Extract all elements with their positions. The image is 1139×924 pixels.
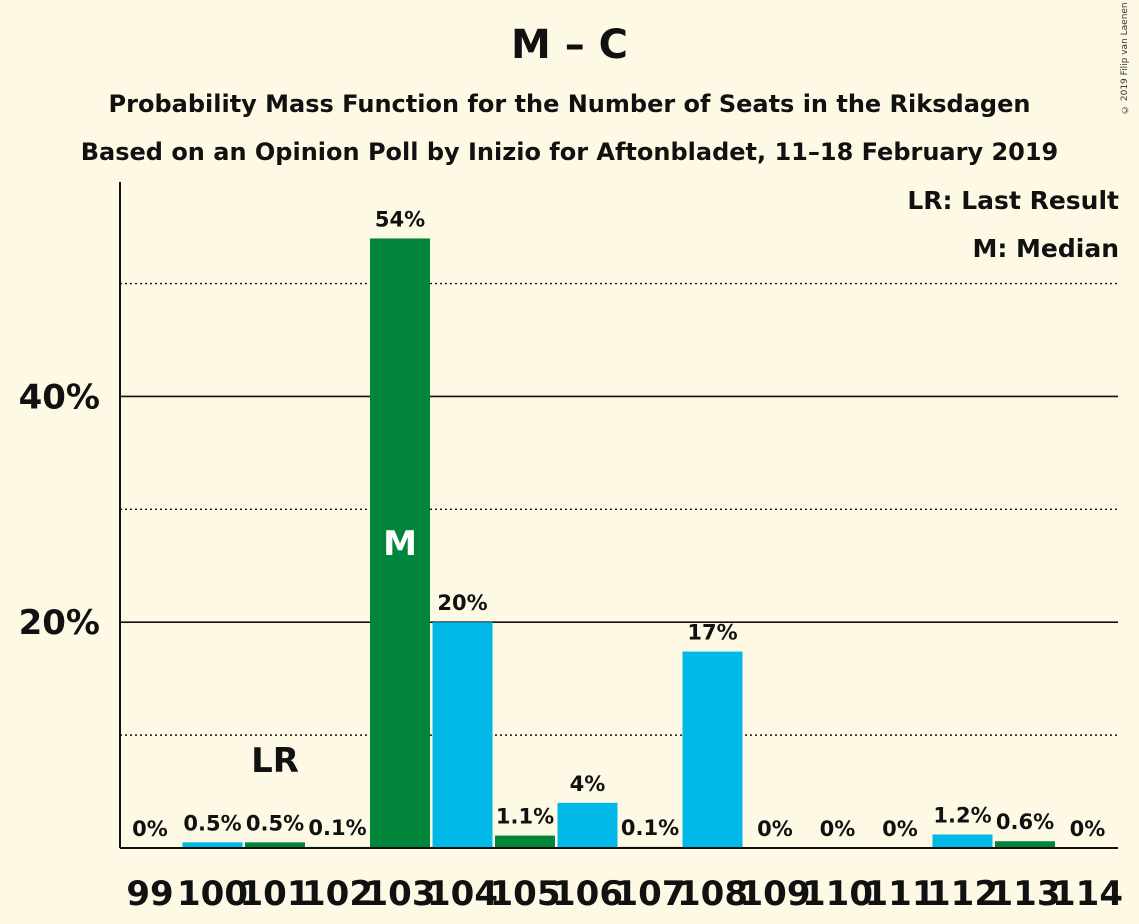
x-tick-label: 106 — [552, 874, 623, 914]
bar-105 — [495, 835, 555, 848]
bars — [182, 238, 1055, 848]
bar-113 — [995, 841, 1055, 848]
value-label-107: 0.1% — [621, 816, 679, 840]
last-result-marker: LR — [251, 741, 299, 781]
value-label-111: 0% — [882, 817, 918, 841]
x-tick-label: 99 — [126, 874, 173, 914]
value-label-100: 0.5% — [183, 811, 241, 835]
gridline-mask — [370, 394, 430, 399]
bar-106 — [557, 802, 618, 848]
value-label-112: 1.2% — [933, 803, 991, 827]
value-label-105: 1.1% — [496, 805, 554, 829]
chart-source-subtitle: Based on an Opinion Poll by Inizio for A… — [80, 138, 1059, 166]
x-tick-label: 109 — [740, 874, 811, 914]
bar-112 — [932, 834, 993, 848]
x-tick-label: 114 — [1052, 874, 1123, 914]
value-label-109: 0% — [757, 817, 793, 841]
value-label-106: 4% — [570, 772, 606, 796]
gridline-mask — [370, 281, 430, 286]
median-marker: M — [383, 524, 417, 564]
grid-lines — [120, 282, 1118, 736]
x-tick-label: 107 — [615, 874, 686, 914]
x-tick-label: 100 — [177, 874, 248, 914]
value-label-101: 0.5% — [246, 811, 304, 835]
x-tick-label: 102 — [302, 874, 373, 914]
value-label-114: 0% — [1070, 817, 1106, 841]
x-tick-label: 108 — [677, 874, 748, 914]
value-label-103: 54% — [375, 207, 425, 231]
axes: 20%40%99 10010110210310410510610710810911… — [19, 182, 1123, 914]
bar-103 — [370, 238, 430, 848]
value-label-113: 0.6% — [996, 810, 1054, 834]
bar-108 — [682, 651, 743, 848]
value-label-99: 0% — [132, 817, 168, 841]
x-tick-label: 111 — [865, 874, 936, 914]
y-tick-label: 20% — [19, 603, 100, 643]
gridline-mask — [432, 733, 493, 738]
value-label-104: 20% — [437, 591, 487, 615]
x-tick-label: 104 — [427, 874, 498, 914]
value-label-110: 0% — [820, 817, 856, 841]
gridline-mask — [370, 733, 430, 738]
chart-title: M – C — [510, 22, 628, 68]
value-labels: 0% 0.5% 0.5% 0.1%54%20%1.1%4%0.1%17%0% 0% 0%1… — [132, 207, 1105, 841]
y-tick-label: 40% — [19, 377, 100, 417]
x-tick-label: 112 — [927, 874, 998, 914]
bar-101 — [245, 842, 305, 848]
chart-subtitle: Probability Mass Function for the Number… — [108, 90, 1031, 118]
legend-median: M: Median — [972, 234, 1119, 263]
x-tick-label: 101 — [240, 874, 311, 914]
value-label-108: 17% — [687, 621, 737, 645]
gridline-mask — [370, 507, 430, 512]
legend-last-result: LR: Last Result — [907, 186, 1119, 215]
gridline-mask — [370, 620, 430, 625]
bar-100 — [182, 842, 243, 848]
x-tick-label: 105 — [490, 874, 561, 914]
x-tick-label: 110 — [802, 874, 873, 914]
gridline-mask — [682, 733, 743, 738]
value-label-102: 0.1% — [308, 816, 366, 840]
x-tick-label: 103 — [365, 874, 436, 914]
x-tick-label: 113 — [990, 874, 1061, 914]
